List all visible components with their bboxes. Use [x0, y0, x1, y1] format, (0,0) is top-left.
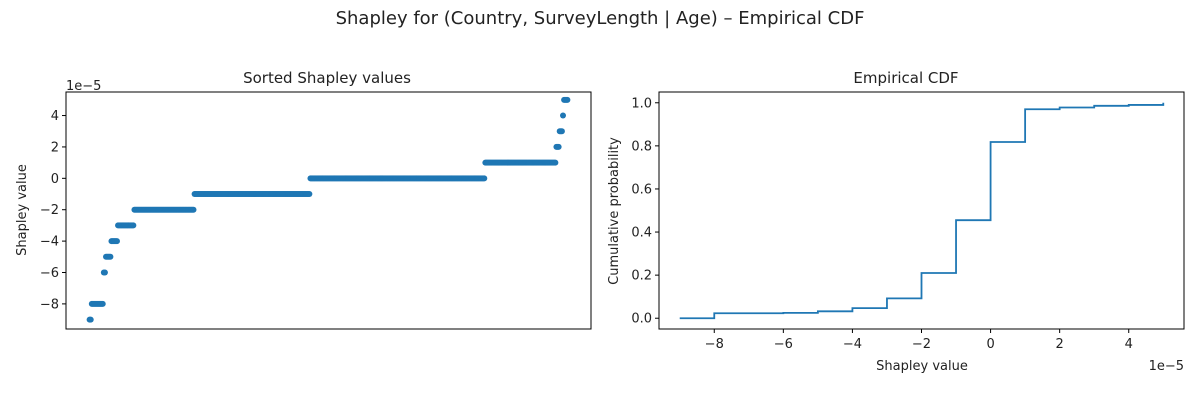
sorted-shapley-point — [130, 222, 137, 229]
empirical-cdf-x-offset-text: 1e−5 — [1149, 359, 1184, 374]
sorted-shapley-point — [190, 206, 197, 213]
sorted-shapley-y-axis-label: Shapley value — [15, 164, 30, 256]
sorted-shapley-point — [564, 96, 571, 103]
sorted-shapley-point — [555, 143, 562, 150]
sorted-shapley-point — [481, 175, 488, 182]
sorted-shapley-point — [306, 191, 313, 198]
empirical-cdf-x-tick-label: 0 — [986, 337, 994, 352]
empirical-cdf-y-tick-label: 0.0 — [631, 312, 652, 327]
sorted-shapley-point — [552, 159, 559, 166]
empirical-cdf-x-tick-label: −4 — [843, 337, 862, 352]
empirical-cdf-y-tick-label: 0.2 — [631, 269, 652, 284]
sorted-shapley-point — [99, 300, 106, 307]
sorted-shapley-y-tick-label: −8 — [40, 297, 59, 312]
sorted-shapley-y-tick-label: 2 — [51, 140, 59, 155]
sorted-shapley-title: Sorted Shapley values — [243, 69, 411, 87]
sorted-shapley-y-offset-text: 1e−5 — [66, 79, 101, 94]
sorted-shapley-point — [87, 316, 94, 323]
empirical-cdf-y-axis-label: Cumulative probability — [607, 137, 622, 285]
sorted-shapley-y-tick-label: 0 — [51, 172, 59, 187]
sorted-shapley-point — [560, 112, 566, 119]
sorted-shapley-y-tick-label: −4 — [40, 235, 59, 250]
empirical-cdf-x-tick-label: 4 — [1125, 337, 1133, 352]
empirical-cdf-y-tick-label: 0.4 — [631, 226, 652, 241]
empirical-cdf-x-ticks: −8 −6 −4 −2 0 2 4 — [705, 329, 1133, 352]
empirical-cdf-title: Empirical CDF — [853, 69, 958, 87]
sorted-shapley-y-tick-label: −2 — [40, 203, 59, 218]
empirical-cdf-x-tick-label: −2 — [912, 337, 931, 352]
empirical-cdf-y-tick-label: 1.0 — [631, 96, 652, 111]
empirical-cdf-frame — [658, 91, 1185, 330]
empirical-cdf-y-ticks: 0.0 0.2 0.4 0.6 0.8 1.0 — [631, 96, 659, 327]
empirical-cdf-x-axis-label: Shapley value — [876, 359, 968, 374]
sorted-shapley-frame — [65, 91, 592, 330]
empirical-cdf-step-line — [679, 102, 1165, 320]
empirical-cdf-x-tick-label: 2 — [1056, 337, 1064, 352]
sorted-shapley-y-tick-label: 4 — [51, 109, 59, 124]
sorted-shapley-y-tick-label: −6 — [40, 266, 59, 281]
sorted-shapley-point — [101, 269, 108, 276]
empirical-cdf-y-tick-label: 0.8 — [631, 139, 652, 154]
empirical-cdf-x-tick-label: −8 — [705, 337, 724, 352]
empirical-cdf-y-tick-label: 0.6 — [631, 182, 652, 197]
sorted-shapley-point — [107, 253, 114, 260]
sorted-shapley-panel: Sorted Shapley values 1e−5 Shapley value… — [15, 69, 592, 330]
figure-title: Shapley for (Country, SurveyLength | Age… — [336, 8, 865, 29]
sorted-shapley-y-ticks: −8 −6 −4 −2 0 2 4 — [40, 109, 66, 312]
sorted-shapley-points — [86, 96, 571, 323]
empirical-cdf-panel: Empirical CDF 1e−5 Shapley value Cumulat… — [607, 69, 1185, 374]
sorted-shapley-point — [113, 238, 120, 245]
sorted-shapley-point — [558, 128, 565, 135]
empirical-cdf-x-tick-label: −6 — [774, 337, 793, 352]
